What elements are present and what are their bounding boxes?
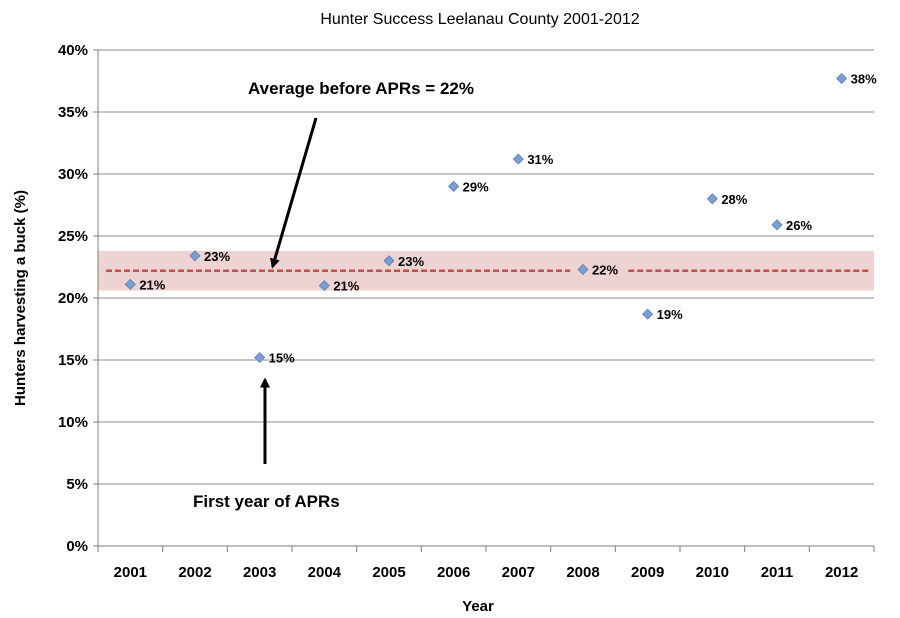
data-point — [706, 193, 718, 205]
data-point — [642, 308, 654, 320]
y-tick-label: 20% — [58, 290, 88, 307]
x-tick-label: 2012 — [825, 564, 858, 581]
data-labels: 21% 23% 15% 21% 23% 29% 31% 22% 19% 28% 26% 38% — [139, 72, 877, 366]
data-label: 22% — [592, 262, 618, 277]
x-tick-label: 2010 — [696, 564, 729, 581]
data-points — [124, 72, 848, 364]
data-label: 15% — [269, 351, 295, 366]
data-label: 31% — [527, 152, 553, 167]
data-point — [771, 219, 783, 231]
data-label: 23% — [398, 254, 424, 269]
x-tick-label: 2008 — [566, 564, 599, 581]
x-tick-label: 2009 — [631, 564, 664, 581]
data-point — [512, 153, 524, 165]
data-point — [124, 278, 136, 290]
data-label: 19% — [657, 307, 683, 322]
x-tick-label: 2002 — [178, 564, 211, 581]
x-tick-label: 2005 — [372, 564, 405, 581]
data-point — [448, 180, 460, 192]
data-point — [836, 72, 848, 85]
data-label: 21% — [333, 279, 359, 294]
y-axis-label: Hunters harvesting a buck (%) — [12, 190, 29, 406]
data-point — [383, 255, 395, 267]
x-axis-label: Year — [462, 598, 494, 615]
y-tick-label: 15% — [58, 352, 88, 369]
tick-labels: 0% 5% 10% 15% 20% 25% 30% 35% 40% 2001 2002 2003 200… — [58, 42, 858, 581]
y-tick-label: 0% — [66, 538, 88, 555]
annotation-arrow-average — [270, 117, 318, 269]
y-tick-label: 10% — [58, 414, 88, 431]
annotations: Average before APRs = 22% First year of A… — [193, 79, 474, 511]
x-tick-label: 2011 — [761, 564, 794, 581]
annotation-average: Average before APRs = 22% — [248, 79, 474, 98]
data-label: 26% — [786, 218, 812, 233]
data-point — [577, 263, 589, 276]
y-tick-label: 40% — [58, 42, 88, 59]
x-tick-label: 2006 — [437, 564, 470, 581]
gridlines — [98, 49, 874, 485]
data-label: 28% — [721, 192, 747, 207]
y-tick-label: 25% — [58, 228, 88, 245]
x-tick-label: 2007 — [502, 564, 535, 581]
x-tick-label: 2003 — [243, 564, 276, 581]
data-label: 23% — [204, 249, 230, 264]
chart-title: Hunter Success Leelanau County 2001-2012 — [320, 11, 639, 28]
data-point — [318, 280, 330, 292]
data-point — [254, 351, 266, 364]
annotation-first-year: First year of APRs — [193, 492, 340, 511]
y-tick-label: 30% — [58, 166, 88, 183]
y-tick-label: 5% — [66, 476, 88, 493]
data-point — [189, 250, 201, 262]
axes — [93, 49, 875, 552]
x-tick-label: 2004 — [308, 564, 342, 581]
data-label: 29% — [463, 179, 489, 194]
data-label: 21% — [139, 277, 165, 292]
y-tick-label: 35% — [58, 104, 88, 121]
average-band — [98, 250, 874, 291]
data-label: 38% — [851, 72, 877, 87]
x-tick-label: 2001 — [114, 564, 147, 581]
